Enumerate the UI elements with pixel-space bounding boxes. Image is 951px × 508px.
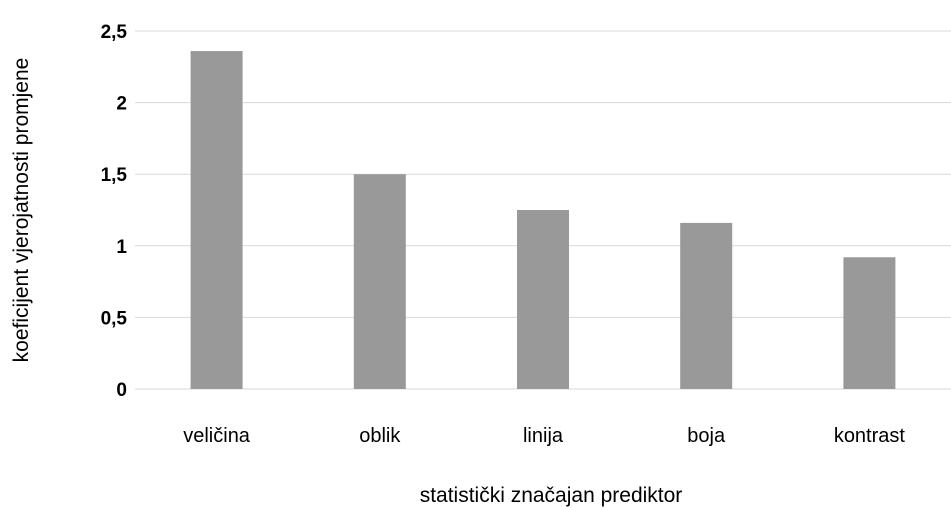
y-tick-label: 1 <box>116 237 127 258</box>
x-axis-ticks: veličina oblik linija boja kontrast <box>183 425 905 447</box>
y-axis-title: koeficijent vjerojatnosti promjene <box>10 58 33 363</box>
bars <box>190 51 896 389</box>
y-tick-label: 0,5 <box>101 308 128 329</box>
y-tick-label: 2,5 <box>101 22 128 43</box>
bar <box>353 174 406 389</box>
bar <box>680 222 733 389</box>
y-axis-ticks: 0 0,5 1 1,5 2 2,5 <box>101 22 128 401</box>
x-axis-title: statistički značajan prediktor <box>420 484 683 507</box>
x-tick-label: veličina <box>183 425 251 447</box>
bar <box>843 257 896 389</box>
x-tick-label: oblik <box>359 425 401 447</box>
y-tick-label: 0 <box>116 380 127 401</box>
x-tick-label: linija <box>523 425 564 447</box>
x-tick-label: kontrast <box>834 425 906 447</box>
y-tick-label: 1,5 <box>101 165 128 186</box>
x-tick-label: boja <box>687 425 726 447</box>
y-tick-label: 2 <box>116 94 127 115</box>
bar <box>190 51 243 389</box>
bar <box>517 210 569 389</box>
